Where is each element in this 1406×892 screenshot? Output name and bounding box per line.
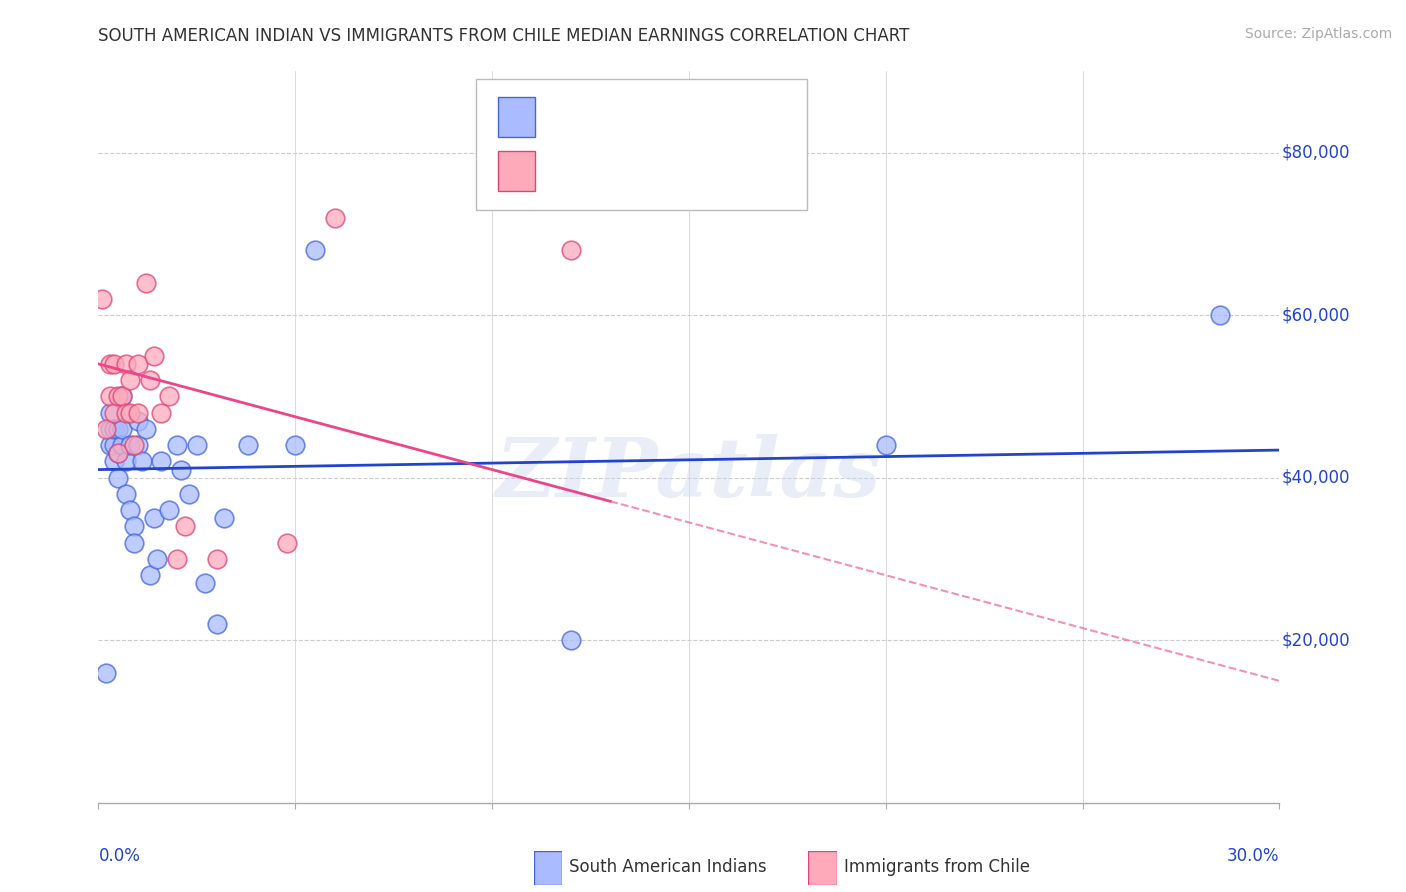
Point — [96, 422, 118, 436]
Point — [323, 211, 346, 225]
Text: ZIPatlas: ZIPatlas — [496, 434, 882, 514]
Point — [107, 422, 129, 436]
Point — [107, 446, 129, 460]
Point — [107, 446, 129, 460]
Point — [138, 373, 160, 387]
Point — [157, 389, 180, 403]
Text: 0.0%: 0.0% — [98, 847, 141, 864]
Point — [122, 535, 145, 549]
Point — [135, 422, 157, 436]
Point — [170, 462, 193, 476]
Point — [150, 454, 173, 468]
Point — [150, 406, 173, 420]
Point — [186, 438, 208, 452]
Point — [127, 438, 149, 452]
Point — [157, 503, 180, 517]
Point — [142, 511, 165, 525]
Point — [107, 471, 129, 485]
Text: $60,000: $60,000 — [1282, 306, 1350, 324]
Point — [276, 535, 298, 549]
Text: R = -0.296: R = -0.296 — [546, 169, 634, 186]
Point — [194, 576, 217, 591]
Point — [98, 357, 121, 371]
Text: 30.0%: 30.0% — [1227, 847, 1279, 864]
Point — [118, 373, 141, 387]
Text: R =  0.031: R = 0.031 — [546, 117, 634, 135]
Text: Immigrants from Chile: Immigrants from Chile — [844, 858, 1029, 876]
Point — [138, 568, 160, 582]
Point — [284, 438, 307, 452]
Point — [91, 292, 114, 306]
Point — [205, 617, 228, 632]
Point — [174, 519, 197, 533]
Point — [98, 438, 121, 452]
Point — [103, 357, 125, 371]
Point — [103, 438, 125, 452]
Point — [98, 389, 121, 403]
Point — [127, 406, 149, 420]
Point — [115, 357, 138, 371]
Point — [177, 487, 200, 501]
Point — [560, 243, 582, 257]
Text: $20,000: $20,000 — [1282, 632, 1350, 649]
Point — [115, 454, 138, 468]
Point — [1209, 308, 1232, 322]
Point — [118, 406, 141, 420]
Bar — [498, 151, 536, 191]
Point — [111, 389, 134, 403]
Point — [96, 665, 118, 680]
Text: N = 41: N = 41 — [671, 117, 730, 135]
Point — [127, 357, 149, 371]
Text: SOUTH AMERICAN INDIAN VS IMMIGRANTS FROM CHILE MEDIAN EARNINGS CORRELATION CHART: SOUTH AMERICAN INDIAN VS IMMIGRANTS FROM… — [98, 27, 910, 45]
Point — [115, 406, 138, 420]
Point — [111, 389, 134, 403]
Text: South American Indians: South American Indians — [569, 858, 768, 876]
Point — [142, 349, 165, 363]
FancyBboxPatch shape — [477, 78, 807, 211]
Text: $80,000: $80,000 — [1282, 144, 1350, 161]
Point — [118, 438, 141, 452]
Point — [166, 552, 188, 566]
Point — [146, 552, 169, 566]
Text: Source: ZipAtlas.com: Source: ZipAtlas.com — [1244, 27, 1392, 41]
Point — [111, 422, 134, 436]
Point — [236, 438, 259, 452]
Point — [111, 438, 134, 452]
Point — [131, 454, 153, 468]
Point — [103, 422, 125, 436]
Point — [98, 406, 121, 420]
Point — [98, 422, 121, 436]
Point — [127, 414, 149, 428]
Point — [122, 438, 145, 452]
Point — [122, 519, 145, 533]
Point — [304, 243, 326, 257]
Point — [166, 438, 188, 452]
Text: $40,000: $40,000 — [1282, 468, 1350, 487]
Text: N = 27: N = 27 — [671, 169, 730, 186]
Point — [103, 406, 125, 420]
Point — [107, 389, 129, 403]
Point — [205, 552, 228, 566]
Point — [875, 438, 897, 452]
Point — [560, 633, 582, 648]
Point — [118, 503, 141, 517]
Bar — [498, 97, 536, 137]
Point — [214, 511, 236, 525]
Point — [115, 487, 138, 501]
Point — [135, 276, 157, 290]
Point — [103, 454, 125, 468]
